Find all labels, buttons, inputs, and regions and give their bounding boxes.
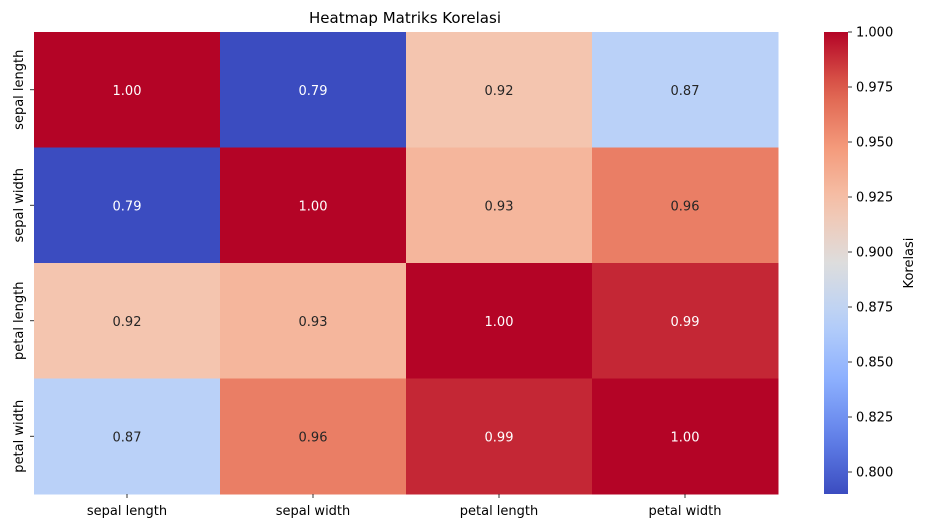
heatmap-cell — [406, 147, 593, 264]
x-tick-label: petal length — [460, 504, 539, 519]
cell-value-label: 1.00 — [485, 315, 514, 330]
colorbar-tick-label: 0.825 — [856, 411, 893, 426]
colorbar-tick-label: 0.800 — [856, 466, 893, 481]
y-tick-label: sepal width — [12, 168, 27, 243]
heatmap-cell-labels: 1.00 0.79 0.92 0.87 0.79 1.00 0.93 0.96 0.92 0.93… — [113, 84, 700, 446]
x-tick-label: petal width — [649, 504, 722, 519]
heatmap-cells — [34, 32, 779, 495]
heatmap-cell — [406, 32, 593, 148]
colorbar-tick-label: 0.850 — [856, 356, 893, 371]
heatmap-cell — [220, 263, 407, 379]
cell-value-label: 0.87 — [113, 430, 142, 445]
heatmap-cell — [34, 263, 221, 379]
cell-value-label: 0.93 — [299, 315, 328, 330]
cell-value-label: 1.00 — [113, 84, 142, 99]
cell-value-label: 0.96 — [299, 430, 328, 445]
colorbar-tick-label: 0.925 — [856, 191, 893, 206]
x-axis: sepal length sepal width petal length petal… — [87, 494, 722, 519]
heatmap-cell — [406, 378, 593, 495]
cell-value-label: 0.79 — [113, 199, 142, 214]
heatmap-cell — [220, 378, 407, 495]
y-tick-label: petal width — [12, 400, 27, 473]
y-axis: sepal length sepal width petal length petal… — [12, 50, 34, 473]
cell-value-label: 0.99 — [671, 315, 700, 330]
colorbar-label: Korelasi — [902, 238, 917, 289]
heatmap-cell — [592, 147, 779, 264]
heatmap-cell — [220, 147, 407, 264]
colorbar-gradient — [824, 32, 848, 494]
heatmap-cell — [592, 378, 779, 495]
colorbar-tick-label: 0.950 — [856, 136, 893, 151]
x-tick-label: sepal length — [87, 504, 167, 519]
colorbar-tick-label: 1.000 — [856, 26, 893, 41]
chart-title: Heatmap Matriks Korelasi — [309, 9, 501, 27]
y-tick-label: petal length — [12, 282, 27, 361]
cell-value-label: 0.92 — [113, 315, 142, 330]
heatmap-cell — [592, 263, 779, 379]
cell-value-label: 0.87 — [671, 84, 700, 99]
cell-value-label: 0.96 — [671, 199, 700, 214]
colorbar: 0.800 0.825 0.850 0.875 0.900 0.925 0.950 0.975… — [824, 26, 917, 494]
heatmap-cell — [34, 147, 221, 264]
y-tick-label: sepal length — [12, 50, 27, 130]
colorbar-tick-label: 0.875 — [856, 301, 893, 316]
cell-value-label: 1.00 — [299, 199, 328, 214]
heatmap-cell — [34, 378, 221, 495]
colorbar-tick-label: 0.975 — [856, 81, 893, 96]
heatmap-cell — [220, 32, 407, 148]
cell-value-label: 0.79 — [299, 84, 328, 99]
cell-value-label: 1.00 — [671, 430, 700, 445]
x-tick-label: sepal width — [276, 504, 351, 519]
cell-value-label: 0.99 — [485, 430, 514, 445]
heatmap-cell — [592, 32, 779, 148]
cell-value-label: 0.92 — [485, 84, 514, 99]
colorbar-tick-label: 0.900 — [856, 246, 893, 261]
heatmap-cell — [34, 32, 221, 148]
cell-value-label: 0.93 — [485, 199, 514, 214]
heatmap-cell — [406, 263, 593, 379]
